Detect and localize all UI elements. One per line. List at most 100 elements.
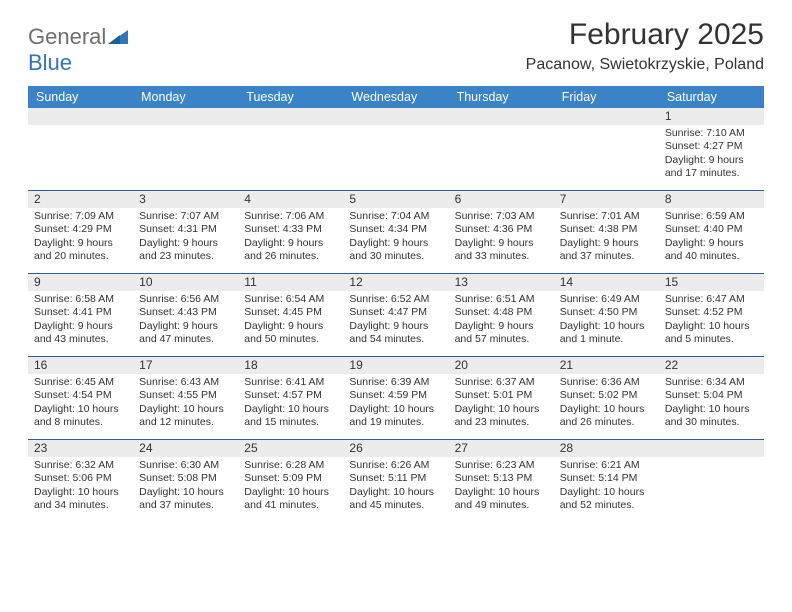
day-body: Sunrise: 6:36 AMSunset: 5:02 PMDaylight:… bbox=[554, 374, 659, 434]
day-cell: 19Sunrise: 6:39 AMSunset: 4:59 PMDayligh… bbox=[343, 357, 448, 439]
daylight-text: Daylight: 9 hours and 43 minutes. bbox=[34, 320, 127, 347]
logo: General Blue bbox=[28, 18, 128, 76]
day-cell: 8Sunrise: 6:59 AMSunset: 4:40 PMDaylight… bbox=[659, 191, 764, 273]
header: General Blue February 2025 Pacanow, Swie… bbox=[28, 18, 764, 76]
day-cell: 26Sunrise: 6:26 AMSunset: 5:11 PMDayligh… bbox=[343, 440, 448, 522]
day-number: 23 bbox=[28, 440, 133, 457]
sunset-text: Sunset: 4:45 PM bbox=[244, 306, 337, 319]
day-number: 24 bbox=[133, 440, 238, 457]
daylight-text: Daylight: 10 hours and 5 minutes. bbox=[665, 320, 758, 347]
day-number bbox=[659, 440, 764, 457]
day-cell bbox=[238, 108, 343, 190]
calendar-page: General Blue February 2025 Pacanow, Swie… bbox=[0, 0, 792, 532]
day-body: Sunrise: 7:10 AMSunset: 4:27 PMDaylight:… bbox=[659, 125, 764, 185]
day-number: 12 bbox=[343, 274, 448, 291]
daylight-text: Daylight: 9 hours and 33 minutes. bbox=[455, 237, 548, 264]
day-body: Sunrise: 6:23 AMSunset: 5:13 PMDaylight:… bbox=[449, 457, 554, 517]
sunrise-text: Sunrise: 6:34 AM bbox=[665, 376, 758, 389]
day-body: Sunrise: 7:06 AMSunset: 4:33 PMDaylight:… bbox=[238, 208, 343, 268]
sunset-text: Sunset: 4:57 PM bbox=[244, 389, 337, 402]
daylight-text: Daylight: 10 hours and 41 minutes. bbox=[244, 486, 337, 513]
sunset-text: Sunset: 4:47 PM bbox=[349, 306, 442, 319]
sunrise-text: Sunrise: 6:21 AM bbox=[560, 459, 653, 472]
day-number: 21 bbox=[554, 357, 659, 374]
daylight-text: Daylight: 10 hours and 49 minutes. bbox=[455, 486, 548, 513]
day-cell: 4Sunrise: 7:06 AMSunset: 4:33 PMDaylight… bbox=[238, 191, 343, 273]
daylight-text: Daylight: 10 hours and 34 minutes. bbox=[34, 486, 127, 513]
sunrise-text: Sunrise: 6:39 AM bbox=[349, 376, 442, 389]
sunrise-text: Sunrise: 6:36 AM bbox=[560, 376, 653, 389]
logo-text-block: General Blue bbox=[28, 24, 128, 76]
day-number: 26 bbox=[343, 440, 448, 457]
weekday-sat: Saturday bbox=[659, 86, 764, 108]
day-number: 8 bbox=[659, 191, 764, 208]
day-number: 28 bbox=[554, 440, 659, 457]
week-row: 1Sunrise: 7:10 AMSunset: 4:27 PMDaylight… bbox=[28, 108, 764, 190]
day-cell bbox=[28, 108, 133, 190]
day-body bbox=[659, 457, 764, 463]
day-body: Sunrise: 7:04 AMSunset: 4:34 PMDaylight:… bbox=[343, 208, 448, 268]
day-number bbox=[449, 108, 554, 125]
daylight-text: Daylight: 10 hours and 1 minute. bbox=[560, 320, 653, 347]
day-number: 10 bbox=[133, 274, 238, 291]
day-cell: 1Sunrise: 7:10 AMSunset: 4:27 PMDaylight… bbox=[659, 108, 764, 190]
day-cell: 5Sunrise: 7:04 AMSunset: 4:34 PMDaylight… bbox=[343, 191, 448, 273]
sunset-text: Sunset: 5:04 PM bbox=[665, 389, 758, 402]
sunrise-text: Sunrise: 6:28 AM bbox=[244, 459, 337, 472]
day-number: 1 bbox=[659, 108, 764, 125]
sunset-text: Sunset: 5:13 PM bbox=[455, 472, 548, 485]
day-body: Sunrise: 6:45 AMSunset: 4:54 PMDaylight:… bbox=[28, 374, 133, 434]
day-body bbox=[554, 125, 659, 131]
sunrise-text: Sunrise: 6:52 AM bbox=[349, 293, 442, 306]
weekday-fri: Friday bbox=[554, 86, 659, 108]
day-number: 5 bbox=[343, 191, 448, 208]
weekday-sun: Sunday bbox=[28, 86, 133, 108]
daylight-text: Daylight: 9 hours and 23 minutes. bbox=[139, 237, 232, 264]
day-body bbox=[449, 125, 554, 131]
daylight-text: Daylight: 10 hours and 26 minutes. bbox=[560, 403, 653, 430]
day-number: 3 bbox=[133, 191, 238, 208]
sunrise-text: Sunrise: 6:37 AM bbox=[455, 376, 548, 389]
day-cell: 3Sunrise: 7:07 AMSunset: 4:31 PMDaylight… bbox=[133, 191, 238, 273]
day-cell: 11Sunrise: 6:54 AMSunset: 4:45 PMDayligh… bbox=[238, 274, 343, 356]
day-body: Sunrise: 6:32 AMSunset: 5:06 PMDaylight:… bbox=[28, 457, 133, 517]
sunrise-text: Sunrise: 6:58 AM bbox=[34, 293, 127, 306]
day-number: 9 bbox=[28, 274, 133, 291]
daylight-text: Daylight: 10 hours and 12 minutes. bbox=[139, 403, 232, 430]
day-body: Sunrise: 6:34 AMSunset: 5:04 PMDaylight:… bbox=[659, 374, 764, 434]
day-cell bbox=[449, 108, 554, 190]
day-number: 14 bbox=[554, 274, 659, 291]
weekday-thu: Thursday bbox=[449, 86, 554, 108]
day-number: 2 bbox=[28, 191, 133, 208]
week-row: 9Sunrise: 6:58 AMSunset: 4:41 PMDaylight… bbox=[28, 273, 764, 356]
sunrise-text: Sunrise: 6:23 AM bbox=[455, 459, 548, 472]
day-cell: 15Sunrise: 6:47 AMSunset: 4:52 PMDayligh… bbox=[659, 274, 764, 356]
day-body: Sunrise: 6:58 AMSunset: 4:41 PMDaylight:… bbox=[28, 291, 133, 351]
sunrise-text: Sunrise: 6:59 AM bbox=[665, 210, 758, 223]
day-body: Sunrise: 6:39 AMSunset: 4:59 PMDaylight:… bbox=[343, 374, 448, 434]
day-cell: 7Sunrise: 7:01 AMSunset: 4:38 PMDaylight… bbox=[554, 191, 659, 273]
day-number: 13 bbox=[449, 274, 554, 291]
sunrise-text: Sunrise: 6:30 AM bbox=[139, 459, 232, 472]
sunrise-text: Sunrise: 6:54 AM bbox=[244, 293, 337, 306]
daylight-text: Daylight: 9 hours and 30 minutes. bbox=[349, 237, 442, 264]
week-row: 23Sunrise: 6:32 AMSunset: 5:06 PMDayligh… bbox=[28, 439, 764, 522]
sunset-text: Sunset: 5:11 PM bbox=[349, 472, 442, 485]
day-cell: 18Sunrise: 6:41 AMSunset: 4:57 PMDayligh… bbox=[238, 357, 343, 439]
daylight-text: Daylight: 9 hours and 50 minutes. bbox=[244, 320, 337, 347]
day-number: 18 bbox=[238, 357, 343, 374]
logo-text-general: General bbox=[28, 24, 106, 49]
sunset-text: Sunset: 5:01 PM bbox=[455, 389, 548, 402]
weekday-tue: Tuesday bbox=[238, 86, 343, 108]
day-number: 22 bbox=[659, 357, 764, 374]
sunset-text: Sunset: 4:31 PM bbox=[139, 223, 232, 236]
day-cell bbox=[133, 108, 238, 190]
day-body: Sunrise: 6:47 AMSunset: 4:52 PMDaylight:… bbox=[659, 291, 764, 351]
day-cell: 16Sunrise: 6:45 AMSunset: 4:54 PMDayligh… bbox=[28, 357, 133, 439]
sunrise-text: Sunrise: 7:10 AM bbox=[665, 127, 758, 140]
day-body: Sunrise: 6:43 AMSunset: 4:55 PMDaylight:… bbox=[133, 374, 238, 434]
daylight-text: Daylight: 9 hours and 54 minutes. bbox=[349, 320, 442, 347]
daylight-text: Daylight: 10 hours and 23 minutes. bbox=[455, 403, 548, 430]
day-cell: 6Sunrise: 7:03 AMSunset: 4:36 PMDaylight… bbox=[449, 191, 554, 273]
day-cell: 23Sunrise: 6:32 AMSunset: 5:06 PMDayligh… bbox=[28, 440, 133, 522]
